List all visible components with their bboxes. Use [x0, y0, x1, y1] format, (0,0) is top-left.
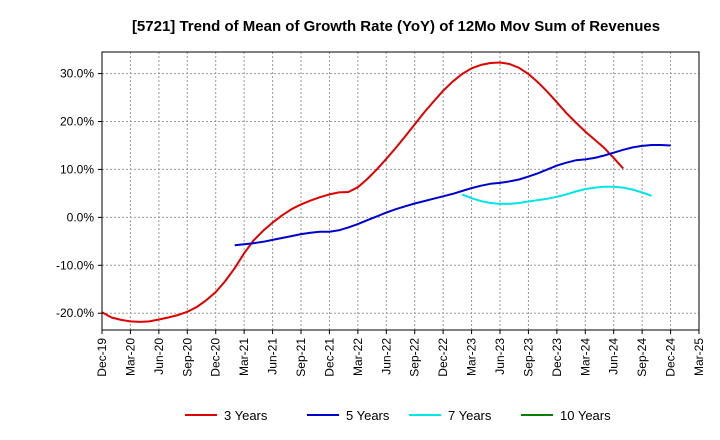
x-tick-label: Jun-21	[266, 338, 280, 375]
x-tick-label: Jun-24	[607, 338, 621, 375]
y-tick-label: -20.0%	[56, 306, 94, 320]
grid	[101, 52, 700, 330]
y-tick-label: 20.0%	[60, 115, 94, 129]
x-tick-label: Sep-22	[408, 338, 422, 377]
x-axis: Dec-19 Mar-20 Jun-20 Sep-20 Dec-20 Mar-21 Jun-…	[95, 330, 706, 377]
legend-label: 10 Years	[560, 408, 611, 423]
x-tick-label: Dec-23	[550, 338, 564, 377]
y-tick-label: 0.0%	[67, 210, 95, 224]
legend-label: 3 Years	[224, 408, 268, 423]
series-line-7-years	[461, 185, 652, 205]
x-tick-label: Mar-20	[123, 338, 137, 376]
y-tick-label: 30.0%	[60, 67, 94, 81]
y-tick-label: -10.0%	[56, 258, 94, 272]
legend: 3 Years 5 Years 7 Years 10 Years	[185, 408, 611, 423]
x-tick-label: Mar-24	[578, 338, 592, 376]
x-tick-label: Mar-25	[692, 338, 706, 376]
x-tick-label: Sep-23	[521, 338, 535, 377]
legend-label: 5 Years	[346, 408, 390, 423]
x-tick-label: Mar-22	[351, 338, 365, 376]
series-lines	[101, 61, 671, 323]
series-line-3-years	[101, 61, 624, 323]
y-axis: 30.0% 20.0% 10.0% 0.0% -10.0% -20.0%	[56, 67, 102, 320]
x-tick-label: Dec-21	[322, 338, 336, 377]
x-tick-label: Mar-23	[465, 338, 479, 376]
plot-border	[101, 51, 700, 331]
x-tick-label: Dec-20	[209, 338, 223, 377]
x-tick-label: Jun-20	[152, 338, 166, 375]
chart-title: [5721] Trend of Mean of Growth Rate (YoY…	[132, 18, 660, 35]
x-tick-label: Jun-23	[493, 338, 507, 375]
x-tick-label: Dec-22	[436, 338, 450, 377]
x-tick-label: Mar-21	[237, 338, 251, 376]
plot-area	[102, 52, 699, 330]
x-tick-label: Sep-20	[180, 338, 194, 377]
x-tick-label: Dec-24	[664, 338, 678, 377]
legend-label: 7 Years	[448, 408, 492, 423]
x-tick-label: Sep-21	[294, 338, 308, 377]
x-tick-label: Dec-19	[95, 338, 109, 377]
y-tick-label: 10.0%	[60, 162, 94, 176]
x-tick-label: Sep-24	[635, 338, 649, 377]
series-line-5-years	[234, 144, 671, 247]
x-tick-label: Jun-22	[379, 338, 393, 375]
